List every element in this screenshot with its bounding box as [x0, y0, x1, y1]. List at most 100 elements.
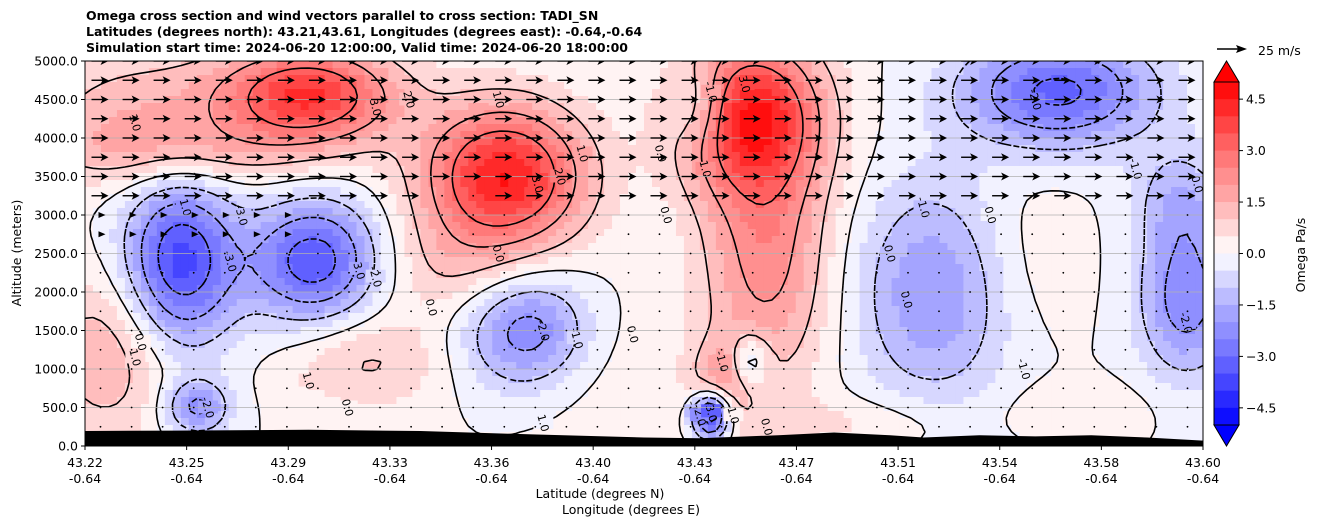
field-cell — [540, 229, 549, 237]
field-cell — [220, 264, 230, 272]
field-cell — [707, 271, 717, 279]
field-cell — [412, 103, 421, 111]
field-cell — [580, 166, 589, 174]
field-cell — [508, 180, 517, 188]
field-cell — [787, 131, 797, 139]
field-cell — [388, 117, 398, 125]
field-cell — [1107, 285, 1116, 293]
field-cell — [172, 89, 182, 97]
field-cell — [444, 166, 453, 174]
field-cell — [268, 208, 278, 216]
field-cell — [132, 138, 142, 146]
field-cell — [659, 138, 669, 146]
field-cell — [348, 306, 358, 314]
field-cell — [556, 285, 565, 293]
field-cell — [572, 159, 581, 167]
field-cell — [931, 61, 941, 69]
field-cell — [516, 271, 525, 279]
field-cell — [731, 215, 741, 223]
field-cell — [388, 243, 398, 251]
field-cell — [987, 292, 996, 300]
field-cell — [356, 159, 366, 167]
field-cell — [779, 145, 789, 153]
field-cell — [979, 68, 988, 76]
field-cell — [100, 117, 110, 125]
field-cell — [755, 299, 765, 307]
field-cell — [1195, 68, 1203, 76]
field-cell — [636, 117, 645, 125]
field-cell — [388, 271, 398, 279]
field-cell — [955, 131, 965, 139]
field-cell — [116, 145, 126, 153]
field-cell — [372, 180, 382, 188]
field-cell — [915, 299, 925, 307]
field-cell — [308, 145, 318, 153]
field-cell — [915, 215, 925, 223]
field-cell — [596, 264, 605, 272]
field-cell — [85, 124, 94, 132]
field-cell — [524, 243, 533, 251]
field-cell — [356, 285, 366, 293]
field-cell — [620, 236, 629, 244]
field-cell — [859, 257, 869, 265]
field-cell — [612, 243, 621, 251]
field-cell — [1059, 257, 1068, 265]
field-cell — [620, 306, 629, 314]
field-cell — [108, 215, 118, 223]
field-cell — [300, 285, 310, 293]
field-cell — [1091, 180, 1100, 188]
field-cell — [867, 201, 877, 209]
field-cell — [803, 159, 813, 167]
field-cell — [500, 215, 509, 223]
field-cell — [332, 166, 342, 174]
field-cell — [787, 89, 797, 97]
field-cell — [1035, 159, 1044, 167]
field-cell — [236, 152, 246, 160]
field-cell — [1083, 180, 1092, 188]
field-cell — [524, 68, 533, 76]
field-cell — [859, 187, 869, 195]
field-cell — [348, 159, 358, 167]
field-cell — [1147, 299, 1156, 307]
field-cell — [923, 194, 933, 202]
field-cell — [612, 292, 621, 300]
field-cell — [907, 68, 917, 76]
field-cell — [667, 145, 677, 153]
field-cell — [1123, 208, 1132, 216]
field-cell — [763, 264, 773, 272]
field-cell — [1163, 257, 1172, 265]
field-cell — [987, 187, 996, 195]
field-cell — [556, 236, 565, 244]
field-cell — [1139, 292, 1148, 300]
field-cell — [859, 236, 869, 244]
field-cell — [364, 306, 374, 314]
field-cell — [795, 229, 805, 237]
field-cell — [428, 110, 437, 118]
field-cell — [148, 82, 158, 90]
field-cell — [931, 292, 941, 300]
field-cell — [396, 229, 406, 237]
field-cell — [659, 278, 669, 286]
field-cell — [1083, 299, 1092, 307]
field-cell — [947, 180, 957, 188]
field-cell — [540, 61, 549, 69]
field-cell — [612, 152, 621, 160]
field-cell — [300, 187, 310, 195]
field-cell — [771, 208, 781, 216]
field-cell — [628, 222, 637, 230]
field-cell — [460, 166, 469, 174]
field-cell — [1171, 215, 1180, 223]
field-cell — [1115, 124, 1124, 132]
field-cell — [819, 145, 829, 153]
field-cell — [1155, 271, 1164, 279]
field-cell — [372, 229, 382, 237]
field-cell — [228, 82, 238, 90]
field-cell — [795, 89, 805, 97]
field-cell — [596, 82, 605, 90]
field-cell — [987, 159, 996, 167]
field-cell — [252, 299, 262, 307]
field-cell — [340, 124, 350, 132]
field-cell — [228, 306, 238, 314]
field-cell — [1035, 166, 1044, 174]
field-cell — [803, 229, 813, 237]
